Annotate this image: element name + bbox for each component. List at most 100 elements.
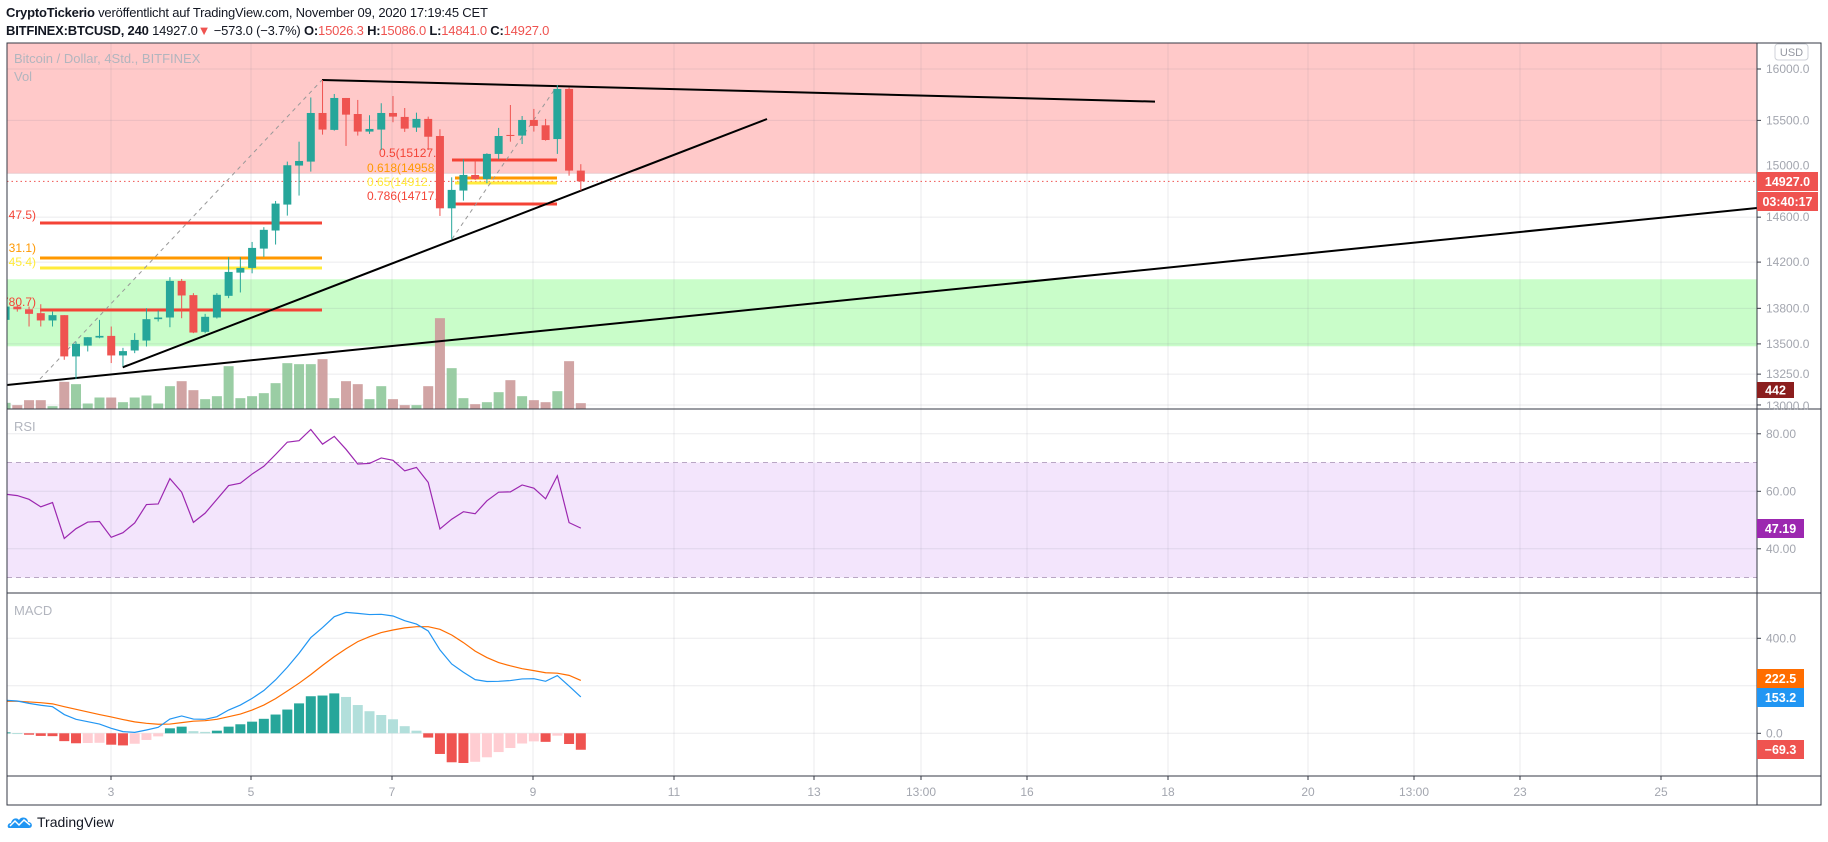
- candle[interactable]: [353, 99, 362, 136]
- candle[interactable]: [224, 257, 233, 299]
- candle[interactable]: [365, 115, 374, 134]
- author-name[interactable]: CryptoTickerio: [6, 5, 95, 20]
- candle[interactable]: [553, 84, 562, 154]
- macd-histogram-bar: [247, 721, 258, 734]
- macd-value-tag: 153.2: [1757, 688, 1804, 707]
- macd-histogram-bar: [188, 731, 199, 734]
- candle[interactable]: [212, 293, 221, 319]
- currency-button[interactable]: USD: [1774, 43, 1809, 61]
- candle[interactable]: [377, 103, 386, 150]
- candle[interactable]: [72, 341, 80, 380]
- candle[interactable]: [259, 227, 268, 257]
- candle[interactable]: [130, 333, 139, 354]
- candle[interactable]: [447, 177, 456, 240]
- candle[interactable]: [306, 97, 315, 172]
- candle[interactable]: [236, 257, 245, 293]
- macd-histogram-bar: [12, 733, 23, 735]
- volume-bar: [71, 384, 81, 409]
- volume-bar: [540, 402, 551, 409]
- macd-tick-label: 400.0: [1766, 631, 1796, 645]
- open-value: 15026.3: [318, 23, 364, 38]
- macd-histogram-bar: [493, 733, 504, 753]
- candle[interactable]: [248, 241, 257, 274]
- candle[interactable]: [541, 118, 550, 141]
- price-pane[interactable]: 47.5) 31.1)45.4) 780.7) 0.5(15127.0.618(149…: [1, 43, 1757, 409]
- fib-level-label: 47.5): [9, 208, 36, 222]
- candle-body: [259, 229, 268, 249]
- macd-pane[interactable]: [1, 593, 1757, 776]
- candle[interactable]: [60, 315, 69, 360]
- fib-anchor-line[interactable]: [451, 85, 558, 240]
- candle[interactable]: [142, 308, 151, 347]
- candle[interactable]: [48, 311, 57, 327]
- candle[interactable]: [412, 112, 421, 132]
- candle[interactable]: [83, 337, 92, 352]
- candle[interactable]: [318, 79, 327, 135]
- rsi-title: RSI: [14, 419, 36, 434]
- candle[interactable]: [494, 127, 503, 160]
- candle[interactable]: [506, 104, 515, 142]
- tradingview-logo[interactable]: TradingView: [7, 814, 114, 830]
- candle[interactable]: [95, 319, 104, 339]
- histogram-value-tag-text: −69.3: [1765, 743, 1797, 757]
- candle[interactable]: [107, 326, 116, 364]
- volume-bar: [35, 400, 46, 409]
- candle[interactable]: [154, 310, 163, 322]
- macd-histogram-bar: [282, 709, 293, 734]
- volume-bar: [294, 364, 305, 409]
- candle[interactable]: [342, 97, 351, 146]
- candle[interactable]: [388, 96, 397, 123]
- fib-level-label: 0.786(14717.: [367, 189, 438, 203]
- resistance-trendline[interactable]: [321, 79, 1156, 103]
- rsi-value-tag-bg: [1757, 519, 1804, 538]
- candle-body: [435, 135, 444, 209]
- candle[interactable]: [118, 347, 127, 367]
- candle[interactable]: [565, 87, 574, 176]
- candle[interactable]: [271, 200, 280, 245]
- macd-histogram-bar: [528, 733, 539, 742]
- candle[interactable]: [330, 93, 339, 131]
- candle-body: [107, 335, 116, 356]
- axes[interactable]: 16000.0 15500.0 15000.0 14600.0 14200.0 13800…: [108, 43, 1818, 799]
- candle[interactable]: [2, 305, 10, 320]
- candle-body: [142, 319, 151, 341]
- candle-body: [72, 343, 80, 357]
- candle[interactable]: [529, 108, 538, 132]
- candle[interactable]: [576, 164, 585, 191]
- candle[interactable]: [165, 277, 174, 328]
- volume-bar: [552, 391, 563, 409]
- rising-support-trendline[interactable]: [122, 118, 768, 369]
- macd-histogram-bar: [153, 733, 164, 737]
- rsi-tick-label: 60.00: [1766, 484, 1796, 498]
- macd-histogram-bar: [294, 703, 305, 734]
- candle[interactable]: [13, 304, 22, 312]
- candle[interactable]: [189, 293, 198, 334]
- candle[interactable]: [201, 313, 210, 334]
- rsi-value-tag-text: 47.19: [1765, 522, 1796, 536]
- down-arrow-icon: ▼: [197, 23, 211, 38]
- candle-body: [201, 316, 210, 332]
- candle[interactable]: [435, 129, 444, 216]
- candle[interactable]: [459, 159, 468, 201]
- time-tick-label: 23: [1513, 785, 1527, 799]
- candle-body: [330, 97, 339, 130]
- candle[interactable]: [482, 153, 491, 184]
- candle[interactable]: [177, 278, 186, 319]
- long-term-support-trendline[interactable]: [7, 207, 1757, 386]
- volume-bar: [434, 318, 445, 409]
- resistance-zone: [7, 43, 1757, 174]
- candle[interactable]: [518, 115, 527, 145]
- volume-bar: [7, 402, 11, 409]
- candle[interactable]: [25, 306, 34, 327]
- candle[interactable]: [295, 141, 304, 196]
- price-tick-label: 15000.0: [1766, 158, 1810, 172]
- candle-body: [295, 160, 304, 166]
- rsi-pane[interactable]: [5, 409, 1757, 593]
- candle[interactable]: [424, 116, 433, 150]
- candle[interactable]: [471, 160, 480, 180]
- candle[interactable]: [283, 161, 292, 216]
- candle[interactable]: [36, 304, 45, 327]
- candle[interactable]: [400, 107, 409, 132]
- volume-value-tag: 442: [1757, 382, 1794, 398]
